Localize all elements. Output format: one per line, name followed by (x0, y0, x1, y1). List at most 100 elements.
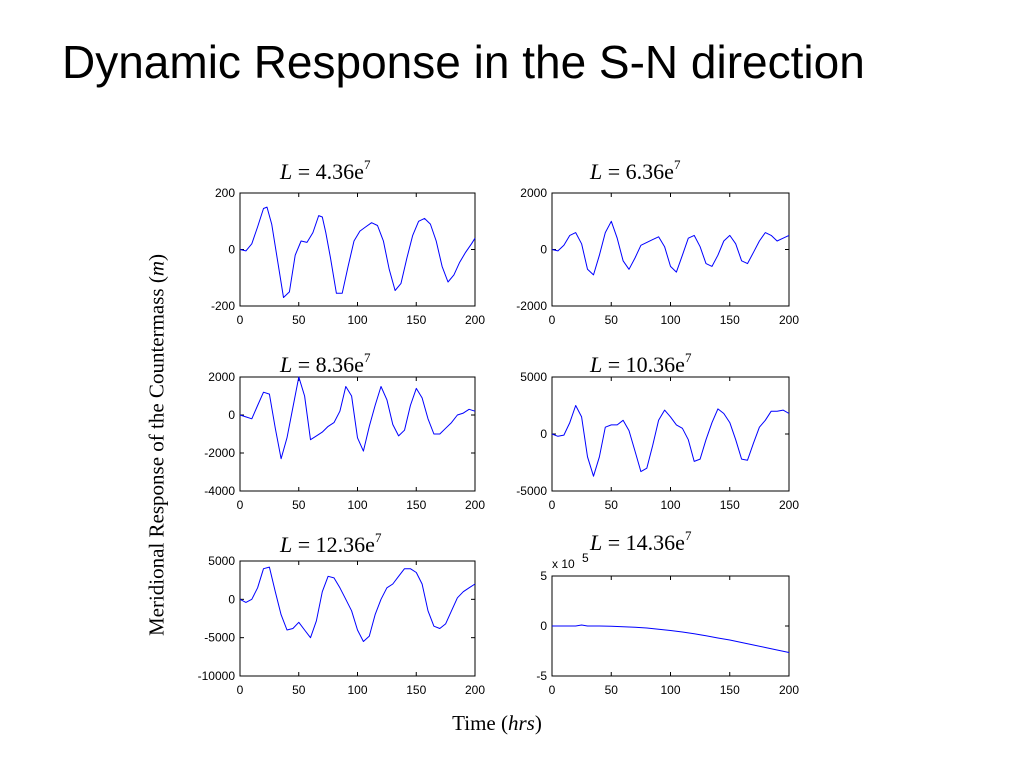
panel-5-ytick-label: 0 (228, 592, 235, 606)
panel-4-xtick-label: 200 (779, 498, 799, 512)
panel-2-axes-box (551, 192, 790, 307)
panel-5-ytick-label: -5000 (204, 631, 235, 645)
panel-3-xtick-label: 0 (237, 498, 244, 512)
panel-2-xtick-label: 0 (549, 313, 556, 327)
panel-3-title-var: L (280, 352, 293, 377)
panel-1-xtick-label: 50 (292, 313, 306, 327)
panel-4-ytick-label: 0 (540, 427, 547, 441)
panel-6-ytick-label: 0 (540, 619, 547, 633)
panel-1-xtick-label: 200 (465, 313, 485, 327)
panel-6-xtick-label: 50 (605, 683, 619, 697)
panel-5-xtick-label: 150 (406, 683, 426, 697)
panel-5-title-var: L (280, 532, 293, 557)
panel-2-xtick-label: 200 (779, 313, 799, 327)
panel-3-title-value: 8.36e (315, 352, 364, 377)
panel-1-xtick-label: 150 (406, 313, 426, 327)
panel-2-ytick-label: 2000 (520, 186, 547, 200)
y-axis-label-close: ) (144, 253, 169, 261)
panel-5-xtick-label: 200 (465, 683, 485, 697)
panel-2-title-value: 6.36e (625, 159, 674, 184)
panel-2-series-line (551, 220, 790, 276)
panel-4-title-value: 10.36e (625, 352, 685, 377)
slide-title: Dynamic Response in the S-N direction (62, 36, 865, 88)
panel-1-title-var: L (280, 159, 293, 184)
panel-2-xtick-label: 100 (660, 313, 680, 327)
panel-4-series-line (551, 405, 790, 477)
panel-6-scale-exponent: 5 (582, 551, 589, 565)
panel-6-title-exp: 7 (684, 528, 692, 543)
panel-1-title: L = 4.36e7 (280, 157, 370, 185)
x-axis-unit: hrs (507, 711, 535, 735)
panel-6-series-line (552, 624, 790, 653)
panel-1-xtick-label: 0 (237, 313, 244, 327)
panel-6-xtick-label: 100 (660, 683, 680, 697)
y-axis-unit: m (144, 260, 169, 277)
panel-6-title-eq: = (602, 530, 626, 555)
panel-1-ytick-label: 200 (215, 186, 235, 200)
panel-3-ytick-label: -4000 (204, 484, 235, 498)
panel-1-series-line (239, 206, 476, 298)
panel-5-ytick-label: 5000 (208, 554, 235, 568)
panel-3-series-line (239, 376, 476, 460)
panel-5-xtick-label: 100 (347, 683, 367, 697)
panel-3-xtick-label: 100 (347, 498, 367, 512)
panel-4-xtick-label: 50 (605, 498, 619, 512)
panel-3-ytick-label: 2000 (208, 370, 235, 384)
panel-2-title-eq: = (602, 159, 626, 184)
panel-3-ytick-label: 0 (228, 408, 235, 422)
panel-6-title-var: L (590, 530, 603, 555)
panel-1-axes-box (239, 192, 476, 307)
panel-6-xtick-label: 0 (549, 683, 556, 697)
y-axis-label-text: Meridional Response of the Countermass ( (144, 276, 169, 637)
panel-3-xtick-label: 200 (465, 498, 485, 512)
panel-6-xtick-label: 200 (779, 683, 799, 697)
panel-5-title: L = 12.36e7 (280, 530, 381, 558)
panel-3-title: L = 8.36e7 (280, 350, 370, 378)
panel-5-ytick-label: -10000 (198, 669, 236, 683)
panel-5-title-eq: = (292, 532, 316, 557)
panel-6-xtick-label: 150 (720, 683, 740, 697)
panel-4-xtick-label: 0 (549, 498, 556, 512)
panel-4-title-var: L (590, 352, 603, 377)
panel-5-series-line (239, 566, 476, 642)
panel-1-ytick-label: 0 (228, 243, 235, 257)
panel-5-title-value: 12.36e (315, 532, 375, 557)
panel-4-xtick-label: 100 (660, 498, 680, 512)
y-axis-label: Meridional Response of the Countermass (… (145, 254, 170, 636)
panel-3-xtick-label: 150 (406, 498, 426, 512)
panel-5-axes-box (239, 560, 476, 677)
panel-4-title-exp: 7 (684, 350, 692, 365)
panel-2-title-exp: 7 (673, 157, 681, 172)
panel-3-title-eq: = (292, 352, 316, 377)
panel-1-xtick-label: 100 (347, 313, 367, 327)
panel-2-title: L = 6.36e7 (590, 157, 680, 185)
panel-4-ytick-label: -5000 (516, 484, 547, 498)
x-axis-label-close: ) (534, 711, 542, 735)
panel-5-xtick-label: 50 (292, 683, 306, 697)
panel-1-title-exp: 7 (363, 157, 371, 172)
panel-6-ytick-label: 5 (540, 569, 547, 583)
panel-2-title-var: L (590, 159, 603, 184)
panel-6-title: L = 14.36e7 (590, 528, 691, 556)
panel-3-xtick-label: 50 (292, 498, 306, 512)
panel-4-title: L = 10.36e7 (590, 350, 691, 378)
panel-2-ytick-label: -2000 (516, 299, 547, 313)
panel-4-axes-box (551, 376, 790, 492)
x-axis-label: Time (hrs) (452, 711, 542, 736)
panel-2-xtick-label: 50 (605, 313, 619, 327)
panel-4-xtick-label: 150 (720, 498, 740, 512)
panel-1-ytick-label: -200 (211, 299, 235, 313)
x-axis-label-text: Time ( (452, 711, 508, 735)
panel-5-title-exp: 7 (374, 530, 382, 545)
panel-2-xtick-label: 150 (720, 313, 740, 327)
panel-4-ytick-label: 5000 (520, 370, 547, 384)
panel-1-title-eq: = (292, 159, 316, 184)
panel-6-scale-label: x 10 (552, 557, 575, 571)
panel-5-xtick-label: 0 (237, 683, 244, 697)
panel-6-ytick-label: -5 (536, 669, 547, 683)
panel-4-title-eq: = (602, 352, 626, 377)
panel-6-title-value: 14.36e (625, 530, 685, 555)
panel-1-title-value: 4.36e (315, 159, 364, 184)
panel-3-title-exp: 7 (363, 350, 371, 365)
